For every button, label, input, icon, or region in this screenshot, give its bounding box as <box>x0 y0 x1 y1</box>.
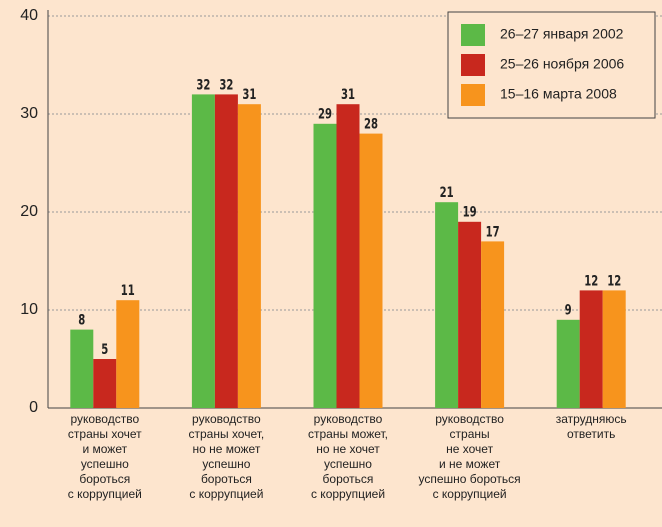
bar <box>359 133 383 408</box>
value-label: 31 <box>242 86 256 103</box>
y-tick-label: 0 <box>29 399 38 416</box>
bar <box>237 104 261 408</box>
value-label: 31 <box>341 86 355 103</box>
value-label: 5 <box>101 341 108 358</box>
legend-swatch <box>461 84 485 106</box>
bar <box>602 290 626 408</box>
legend-swatch <box>461 24 485 46</box>
value-label: 32 <box>219 76 233 93</box>
bar <box>313 123 337 409</box>
y-tick-label: 30 <box>20 105 38 122</box>
x-tick-label: руководство страны хочет и может успешно… <box>67 412 142 501</box>
bar <box>481 241 505 408</box>
legend-label: 15–16 марта 2008 <box>500 86 617 102</box>
value-label: 9 <box>565 301 572 318</box>
value-label: 21 <box>440 184 454 201</box>
legend-label: 25–26 ноября 2006 <box>500 56 624 72</box>
x-tick-label: руководство страны может, но не хочет ус… <box>307 412 389 501</box>
bar <box>458 221 482 408</box>
bar <box>93 359 117 408</box>
value-label: 12 <box>584 272 598 289</box>
legend-label: 26–27 января 2002 <box>500 26 624 42</box>
y-tick-label: 10 <box>20 301 38 318</box>
x-tick-label: руководство страны не хочет и не может у… <box>418 412 521 501</box>
value-label: 12 <box>607 272 621 289</box>
bar <box>116 300 140 408</box>
value-label: 17 <box>486 223 500 240</box>
bar <box>336 104 360 408</box>
y-tick-label: 40 <box>20 7 38 24</box>
value-label: 29 <box>318 105 332 122</box>
bar <box>435 202 459 408</box>
value-label: 8 <box>78 311 85 328</box>
x-tick-label: затрудняюсь ответить <box>555 412 627 441</box>
value-label: 32 <box>196 76 210 93</box>
bar <box>191 94 215 409</box>
value-label: 11 <box>121 282 135 299</box>
bar <box>214 94 238 409</box>
y-tick-label: 20 <box>20 203 38 220</box>
value-label: 28 <box>364 115 378 132</box>
x-tick-label: руководство страны хочет, но не может ус… <box>188 412 265 501</box>
bar <box>579 290 603 408</box>
bar <box>556 319 580 408</box>
legend-swatch <box>461 54 485 76</box>
value-label: 19 <box>463 203 477 220</box>
bar <box>70 329 94 408</box>
